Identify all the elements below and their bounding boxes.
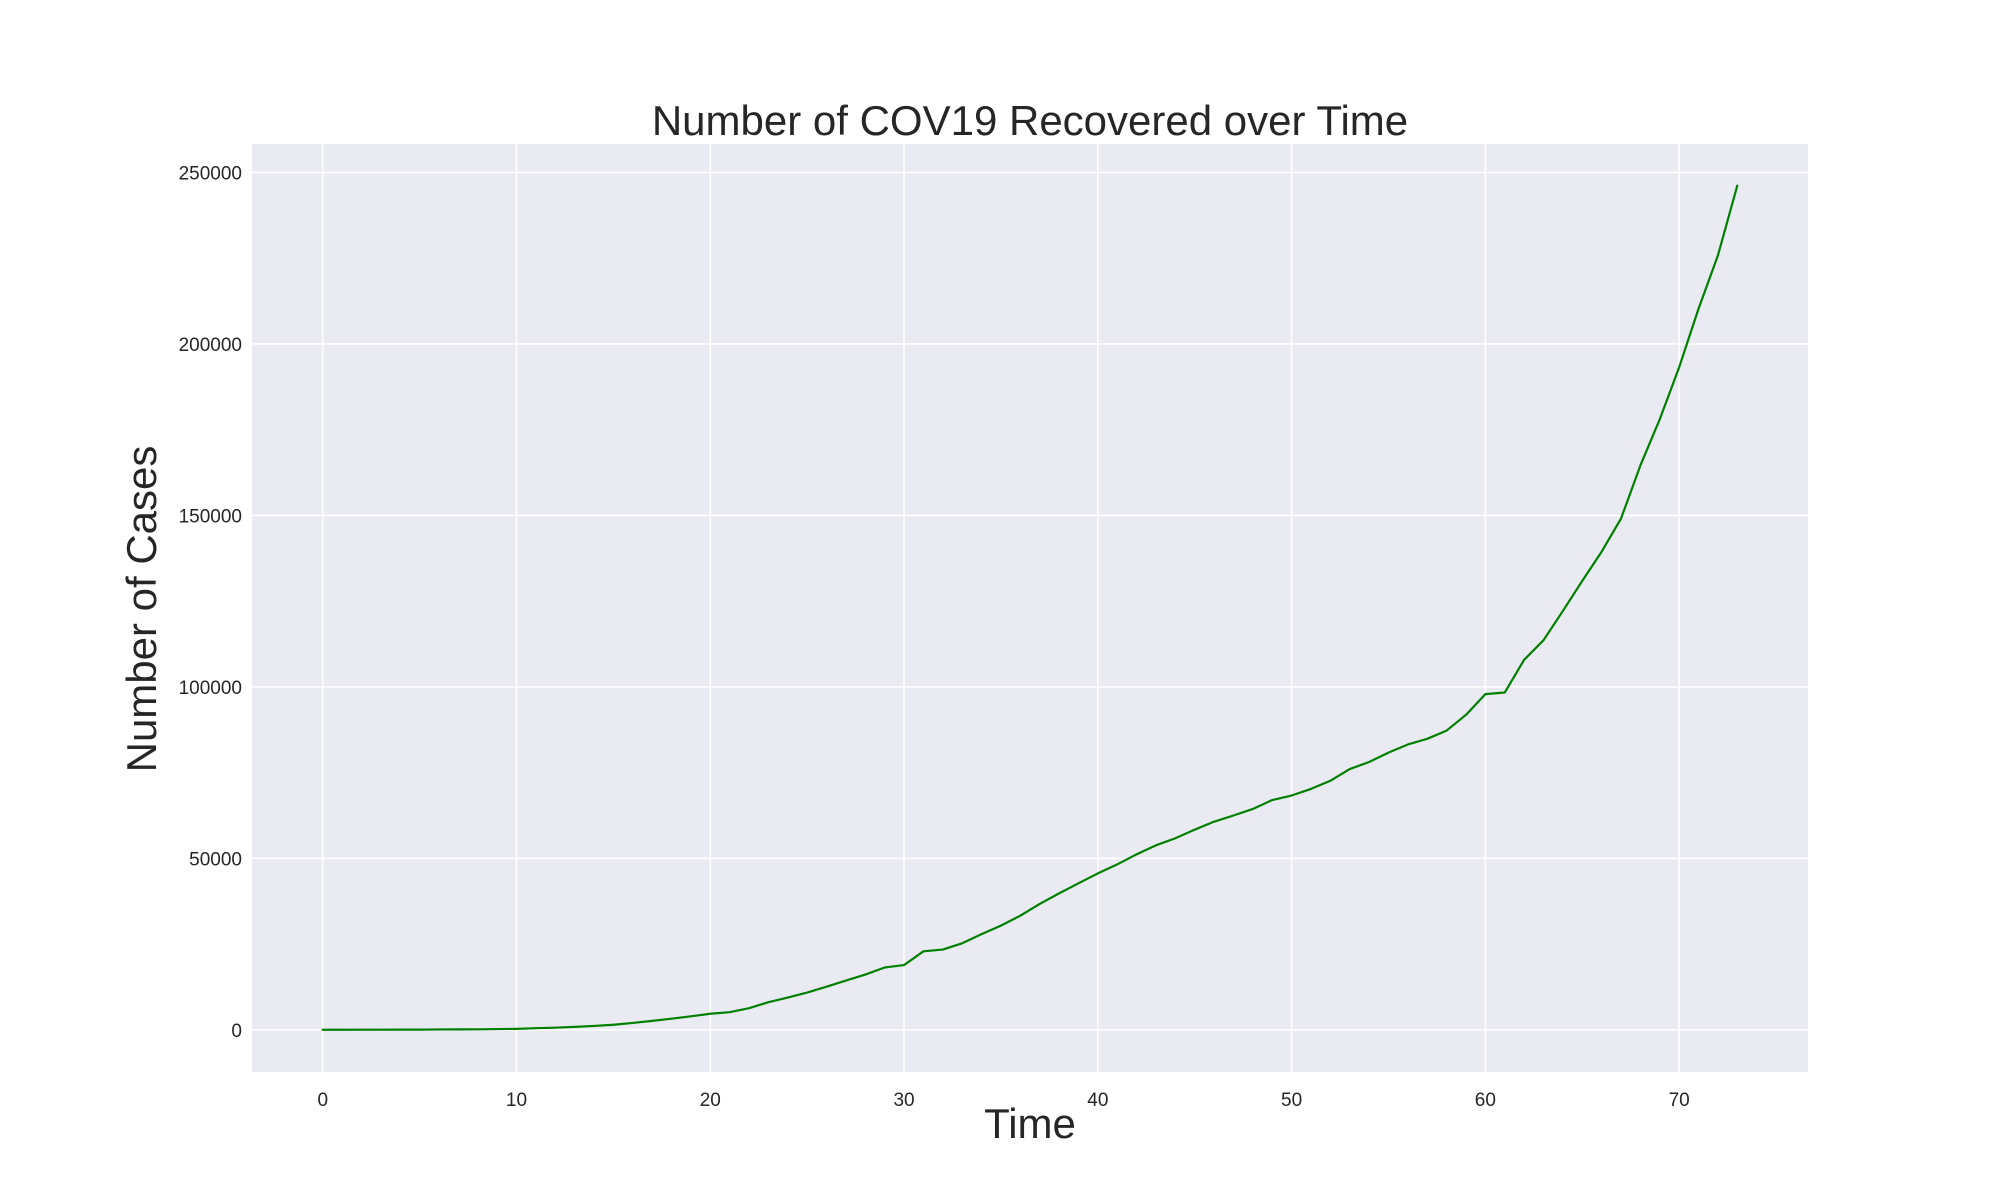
y-axis-label: Number of Cases [118,446,165,773]
y-tick-label: 0 [231,1021,242,1042]
x-tick-label: 10 [506,1090,527,1111]
y-tick-label: 100000 [179,678,242,699]
x-tick-label: 0 [317,1090,328,1111]
series-line [321,184,1739,1031]
x-tick-label: 40 [1087,1090,1108,1111]
grid-lines [252,144,1808,1072]
y-tick-labels: 0 50000 100000 150000 200000 250000 [179,163,242,1041]
chart-title: Number of COV19 Recovered over Time [652,97,1408,144]
x-tick-labels: 0 10 20 30 40 50 60 70 [317,1090,1689,1111]
x-tick-label: 70 [1669,1090,1690,1111]
x-tick-label: 60 [1475,1090,1496,1111]
y-tick-label: 150000 [179,506,242,527]
series-layer [321,184,1739,1031]
y-tick-label: 50000 [189,849,242,870]
y-tick-label: 250000 [179,163,242,184]
x-tick-label: 50 [1281,1090,1302,1111]
plot-background [252,144,1808,1072]
x-tick-label: 20 [700,1090,721,1111]
x-axis-label: Time [984,1100,1076,1147]
y-tick-label: 200000 [179,335,242,356]
x-tick-label: 30 [893,1090,914,1111]
